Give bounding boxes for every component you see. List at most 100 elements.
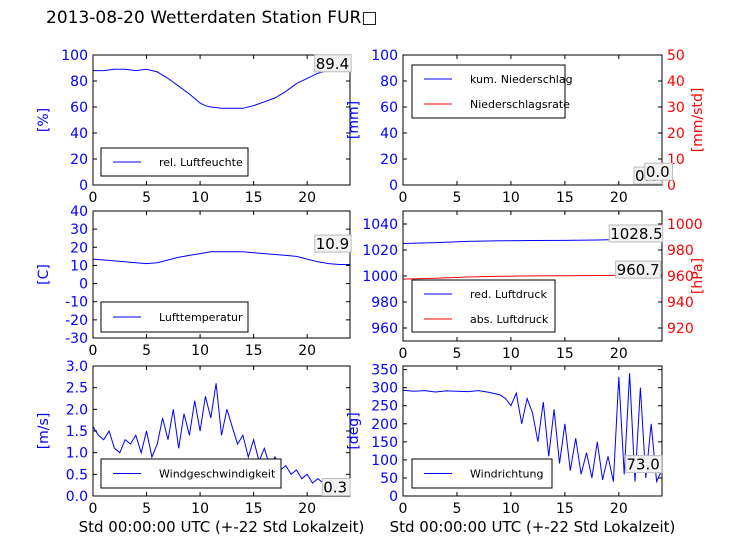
y-tick-label: 150 <box>371 435 398 451</box>
x-tick-label: 0 <box>399 346 408 362</box>
y-tick-label: 40 <box>70 126 88 142</box>
annotation-value: 89.4 <box>316 55 349 73</box>
y-tick-label: 1040 <box>362 217 398 233</box>
y-tick-label: 1.5 <box>66 424 88 440</box>
y-tick-label: 60 <box>70 100 88 116</box>
legend-label: Windrichtung <box>470 468 543 481</box>
legend-label: Lufttemperatur <box>159 311 243 324</box>
y2-tick-label: 0 <box>667 178 676 194</box>
annotation-value: 0.3 <box>323 479 347 497</box>
x-tick-label: 15 <box>245 190 263 206</box>
y-tick-label: 60 <box>380 100 398 116</box>
legend-4: red. Luftdruck abs. Luftdruck <box>411 279 556 333</box>
x-tick-label: 10 <box>502 190 520 206</box>
y-tick-label: 20 <box>70 240 88 256</box>
series-line-5-1 <box>92 383 350 484</box>
y-tick-label: 80 <box>70 74 88 90</box>
x-tick-label: 20 <box>610 190 628 206</box>
y-tick-label: 10 <box>70 258 88 274</box>
x-tick-label: 20 <box>610 501 628 517</box>
axes-frame-1 <box>92 54 351 186</box>
x-tick-label: 5 <box>452 190 461 206</box>
x-tick-label: 0 <box>89 190 98 206</box>
y-axis-label: [mm] <box>346 101 362 139</box>
chart-panel-4: 0 5 10 15 2096098010001020104092094096098010… <box>362 210 706 362</box>
legend-2: kum. Niederschlag Niederschlagsrate <box>411 64 573 119</box>
annotation-box <box>314 54 352 73</box>
annotation-value: 73.0 <box>626 456 659 474</box>
legend-label: kum. Niederschlag <box>470 73 573 86</box>
x-tick-label: 10 <box>191 501 209 517</box>
x-tick-label: 20 <box>298 190 316 206</box>
page-title: 2013-08-20 Wetterdaten Station FUR□ <box>46 8 378 28</box>
y-axis-label: [%] <box>36 108 52 132</box>
y-tick-label: 3.0 <box>66 359 88 375</box>
series-line-6-1 <box>402 373 663 484</box>
legend-label: abs. Luftdruck <box>470 313 549 326</box>
chart-panel-5: 0 5 10 15 20 0.0 0.5 1.0 1.5 2.0 2.5 3.0 [m/s] Std 00… <box>36 359 364 536</box>
x-tick-label: 20 <box>610 346 628 362</box>
y-tick-label: 80 <box>380 74 398 90</box>
y2-tick-label: 20 <box>667 126 685 142</box>
y2-tick-label: 50 <box>667 48 685 64</box>
x-tick-label: 5 <box>142 343 151 359</box>
y2-tick-label: 1000 <box>667 217 703 233</box>
legend-label: rel. Luftfeuchte <box>159 156 243 169</box>
legend-6: Windrichtung <box>411 458 553 489</box>
x-tick-label: 0 <box>89 343 98 359</box>
y-axis-label: [C] <box>36 264 52 285</box>
x-tick-label: 20 <box>298 501 316 517</box>
y-tick-label: 100 <box>371 453 398 469</box>
x-tick-label: 15 <box>556 346 574 362</box>
annotation-value: 10.9 <box>316 235 349 253</box>
legend-3: Lufttemperatur <box>100 301 249 333</box>
x-tick-label: 5 <box>142 190 151 206</box>
y-tick-label: 100 <box>371 48 398 64</box>
legend-box <box>411 279 556 333</box>
y2-tick-label: 30 <box>667 100 685 116</box>
y-tick-label: 1020 <box>362 243 398 259</box>
annotation-box <box>608 224 664 243</box>
legend-label: Windgeschwindigkeit <box>159 468 276 481</box>
annotation-box <box>321 478 351 497</box>
legend-label: Niederschlagsrate <box>470 98 570 111</box>
y-tick-label: 0.5 <box>66 467 88 483</box>
y-tick-label: 200 <box>371 417 398 433</box>
y-tick-label: 0 <box>389 489 398 505</box>
legend-1: rel. Luftfeuchte <box>100 147 249 177</box>
x-tick-label: 0 <box>89 501 98 517</box>
y-tick-label: 0 <box>389 178 398 194</box>
axes-frame-3 <box>92 210 351 339</box>
annotation-box <box>314 234 352 253</box>
annotation-value: 960.7 <box>617 261 660 279</box>
y-tick-label: 30 <box>70 222 88 238</box>
y-tick-label: 100 <box>61 48 88 64</box>
axes-frame-2 <box>402 54 663 186</box>
x-axis-label: Std 00:00:00 UTC (+-22 Std Lokalzeit) <box>390 518 676 536</box>
annotation-value: 1028.5 <box>610 225 663 243</box>
chart-panel-1: 0 5 10 15 20 0 20 40 60 80 100 [%] rel. Luftfeuchte 8… <box>36 48 352 206</box>
y-tick-label: -10 <box>65 295 88 311</box>
y-tick-label: 1.0 <box>66 446 88 462</box>
y-tick-label: 0.0 <box>66 489 88 505</box>
x-tick-label: 20 <box>298 343 316 359</box>
x-tick-label: 10 <box>191 343 209 359</box>
legend-label: red. Luftdruck <box>470 288 547 301</box>
x-tick-label: 10 <box>502 346 520 362</box>
series-line-1-1 <box>93 68 350 109</box>
annotation-box <box>644 162 674 181</box>
y-tick-label: -20 <box>65 313 88 329</box>
y2-tick-label: 980 <box>667 243 694 259</box>
x-tick-label: 0 <box>399 190 408 206</box>
y-tick-label: 350 <box>371 363 398 379</box>
y2-tick-label: 40 <box>667 74 685 90</box>
annotation-value: 0.0 <box>646 163 670 181</box>
x-tick-label: 10 <box>191 190 209 206</box>
x-tick-label: 0 <box>399 501 408 517</box>
x-tick-label: 15 <box>556 501 574 517</box>
y-tick-label: 0 <box>79 277 88 293</box>
y-tick-label: 40 <box>70 204 88 220</box>
